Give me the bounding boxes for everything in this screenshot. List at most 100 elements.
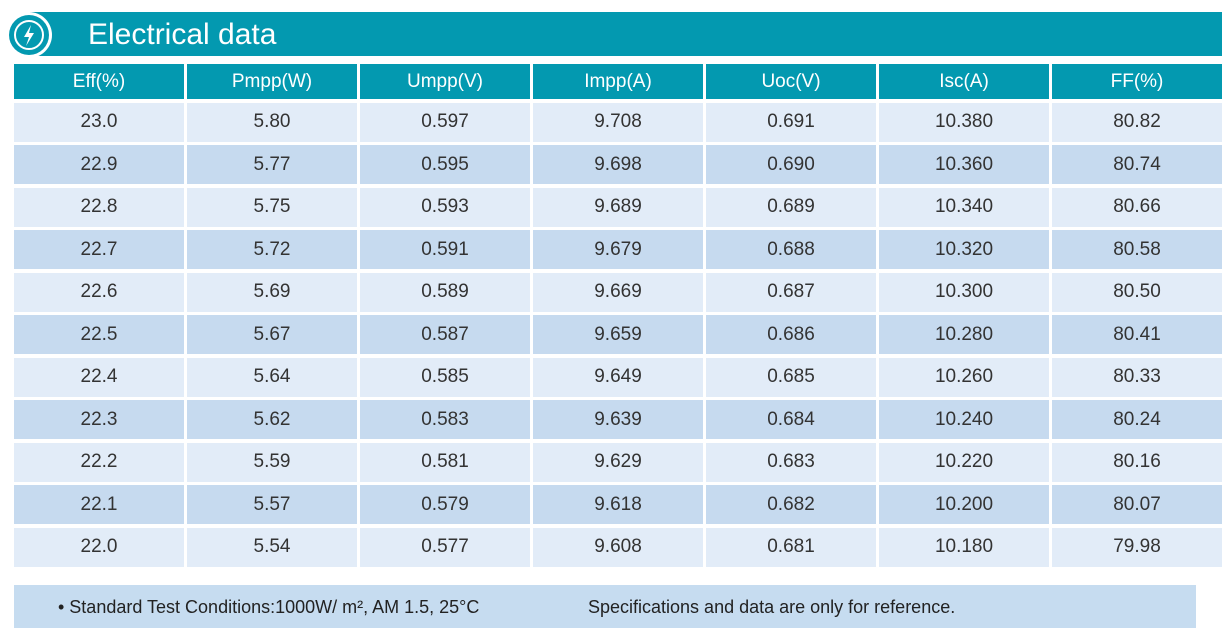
table-cell: 5.54 bbox=[187, 527, 357, 567]
table-cell: 0.686 bbox=[706, 315, 876, 354]
table-cell: 9.629 bbox=[533, 442, 703, 482]
table-cell: 0.691 bbox=[706, 102, 876, 142]
table-row: 22.3 5.62 0.583 9.639 0.684 10.240 80.24 bbox=[14, 400, 1222, 439]
table-cell: 80.24 bbox=[1052, 400, 1222, 439]
table-cell: 0.681 bbox=[706, 527, 876, 567]
table-cell: 10.240 bbox=[879, 400, 1049, 439]
table-cell: 0.688 bbox=[706, 230, 876, 269]
table-cell: 22.6 bbox=[14, 272, 184, 312]
table-cell: 5.75 bbox=[187, 187, 357, 227]
table-cell: 10.300 bbox=[879, 272, 1049, 312]
table-cell: 5.57 bbox=[187, 485, 357, 524]
table-cell: 10.200 bbox=[879, 485, 1049, 524]
table-cell: 22.5 bbox=[14, 315, 184, 354]
table-cell: 0.687 bbox=[706, 272, 876, 312]
table-cell: 0.683 bbox=[706, 442, 876, 482]
table-row: 22.1 5.57 0.579 9.618 0.682 10.200 80.07 bbox=[14, 485, 1222, 524]
table-cell: 0.685 bbox=[706, 357, 876, 397]
table-cell: 10.360 bbox=[879, 145, 1049, 184]
table-cell: 9.689 bbox=[533, 187, 703, 227]
column-header: Isc(A) bbox=[879, 64, 1049, 99]
table-cell: 5.69 bbox=[187, 272, 357, 312]
table-cell: 80.58 bbox=[1052, 230, 1222, 269]
table-cell: 0.585 bbox=[360, 357, 530, 397]
table-cell: 9.669 bbox=[533, 272, 703, 312]
table-cell: 22.3 bbox=[14, 400, 184, 439]
table-cell: 9.618 bbox=[533, 485, 703, 524]
table-cell: 0.595 bbox=[360, 145, 530, 184]
table-cell: 0.587 bbox=[360, 315, 530, 354]
table-cell: 10.380 bbox=[879, 102, 1049, 142]
header-title: Electrical data bbox=[88, 18, 277, 51]
table-cell: 9.608 bbox=[533, 527, 703, 567]
lightning-icon bbox=[6, 12, 52, 58]
table-cell: 0.583 bbox=[360, 400, 530, 439]
table-cell: 22.9 bbox=[14, 145, 184, 184]
table-cell: 80.33 bbox=[1052, 357, 1222, 397]
table-cell: 10.180 bbox=[879, 527, 1049, 567]
table-cell: 22.4 bbox=[14, 357, 184, 397]
footer: • Standard Test Conditions:1000W/ m², AM… bbox=[14, 585, 1196, 628]
table-cell: 79.98 bbox=[1052, 527, 1222, 567]
table-cell: 22.1 bbox=[14, 485, 184, 524]
table: Eff(%) Pmpp(W) Umpp(V) Impp(A) Uoc(V) Isc(A) F… bbox=[14, 64, 1222, 570]
table-cell: 80.41 bbox=[1052, 315, 1222, 354]
table-cell: 10.220 bbox=[879, 442, 1049, 482]
table-row: 22.5 5.67 0.587 9.659 0.686 10.280 80.41 bbox=[14, 315, 1222, 354]
table-cell: 0.579 bbox=[360, 485, 530, 524]
table-cell: 5.77 bbox=[187, 145, 357, 184]
table-cell: 9.708 bbox=[533, 102, 703, 142]
footer-conditions: • Standard Test Conditions:1000W/ m², AM… bbox=[58, 597, 480, 617]
table-cell: 5.67 bbox=[187, 315, 357, 354]
table-row: 23.0 5.80 0.597 9.708 0.691 10.380 80.82 bbox=[14, 102, 1222, 142]
table-cell: 22.7 bbox=[14, 230, 184, 269]
table-cell: 9.639 bbox=[533, 400, 703, 439]
table-cell: 9.698 bbox=[533, 145, 703, 184]
table-cell: 0.589 bbox=[360, 272, 530, 312]
table-cell: 5.59 bbox=[187, 442, 357, 482]
table-row: 22.0 5.54 0.577 9.608 0.681 10.180 79.98 bbox=[14, 527, 1222, 567]
table-cell: 80.16 bbox=[1052, 442, 1222, 482]
header-row: Eff(%) Pmpp(W) Umpp(V) Impp(A) Uoc(V) Isc(A) F… bbox=[14, 64, 1222, 99]
column-header: Impp(A) bbox=[533, 64, 703, 99]
table-cell: 0.577 bbox=[360, 527, 530, 567]
table-cell: 22.8 bbox=[14, 187, 184, 227]
table-cell: 9.649 bbox=[533, 357, 703, 397]
column-header: FF(%) bbox=[1052, 64, 1222, 99]
table-cell: 0.581 bbox=[360, 442, 530, 482]
table-cell: 22.0 bbox=[14, 527, 184, 567]
table-cell: 5.62 bbox=[187, 400, 357, 439]
table-row: 22.8 5.75 0.593 9.689 0.689 10.340 80.66 bbox=[14, 187, 1222, 227]
table-cell: 23.0 bbox=[14, 102, 184, 142]
table-cell: 80.66 bbox=[1052, 187, 1222, 227]
table-cell: 10.260 bbox=[879, 357, 1049, 397]
table-cell: 0.684 bbox=[706, 400, 876, 439]
table-cell: 9.659 bbox=[533, 315, 703, 354]
table-cell: 5.72 bbox=[187, 230, 357, 269]
table-cell: 80.82 bbox=[1052, 102, 1222, 142]
header-bar bbox=[30, 12, 1222, 56]
column-header: Uoc(V) bbox=[706, 64, 876, 99]
table-cell: 5.64 bbox=[187, 357, 357, 397]
table-cell: 0.682 bbox=[706, 485, 876, 524]
table-cell: 80.50 bbox=[1052, 272, 1222, 312]
table-cell: 22.2 bbox=[14, 442, 184, 482]
table-cell: 9.679 bbox=[533, 230, 703, 269]
table-row: 22.9 5.77 0.595 9.698 0.690 10.360 80.74 bbox=[14, 145, 1222, 184]
table-cell: 80.07 bbox=[1052, 485, 1222, 524]
table-cell: 10.280 bbox=[879, 315, 1049, 354]
table-cell: 10.320 bbox=[879, 230, 1049, 269]
footer-note: Specifications and data are only for ref… bbox=[588, 597, 956, 617]
column-header: Pmpp(W) bbox=[187, 64, 357, 99]
table-cell: 0.593 bbox=[360, 187, 530, 227]
table-cell: 0.597 bbox=[360, 102, 530, 142]
table-row: 22.2 5.59 0.581 9.629 0.683 10.220 80.16 bbox=[14, 442, 1222, 482]
column-header: Eff(%) bbox=[14, 64, 184, 99]
table-row: 22.4 5.64 0.585 9.649 0.685 10.260 80.33 bbox=[14, 357, 1222, 397]
table-cell: 0.591 bbox=[360, 230, 530, 269]
table-cell: 0.690 bbox=[706, 145, 876, 184]
column-header: Umpp(V) bbox=[360, 64, 530, 99]
table-row: 22.7 5.72 0.591 9.679 0.688 10.320 80.58 bbox=[14, 230, 1222, 269]
table-cell: 5.80 bbox=[187, 102, 357, 142]
